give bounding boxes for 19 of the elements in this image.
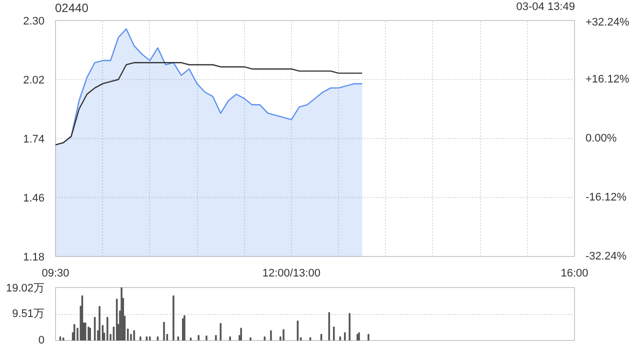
y2-tick-label: -32.24% xyxy=(586,250,627,262)
y-tick-label: 1.18 xyxy=(23,252,45,264)
chart-title: 02440 xyxy=(55,0,88,17)
x-tick-label: 16:00 xyxy=(560,268,588,280)
y-tick-label: 1.74 xyxy=(23,134,45,146)
text: 03-04 13:49 xyxy=(516,0,575,15)
y2-tick-label: 0.00% xyxy=(586,132,617,144)
y-tick-label: 1.46 xyxy=(23,192,45,204)
y-tick-label: 9.51万 xyxy=(12,308,45,320)
y-tick-label: 2.02 xyxy=(23,74,45,86)
y-tick-label: 19.02万 xyxy=(6,282,45,294)
y-tick-label: 2.30 xyxy=(23,16,45,28)
x-tick-label: 09:30 xyxy=(42,268,70,280)
y2-tick-label: +16.12% xyxy=(586,74,630,86)
x-tick-label: 12:00/13:00 xyxy=(262,268,320,280)
y2-tick-label: +32.24% xyxy=(586,16,630,28)
y-tick-label: 0 xyxy=(38,334,45,346)
line-series xyxy=(56,62,363,146)
y2-tick-label: -16.12% xyxy=(586,192,627,204)
